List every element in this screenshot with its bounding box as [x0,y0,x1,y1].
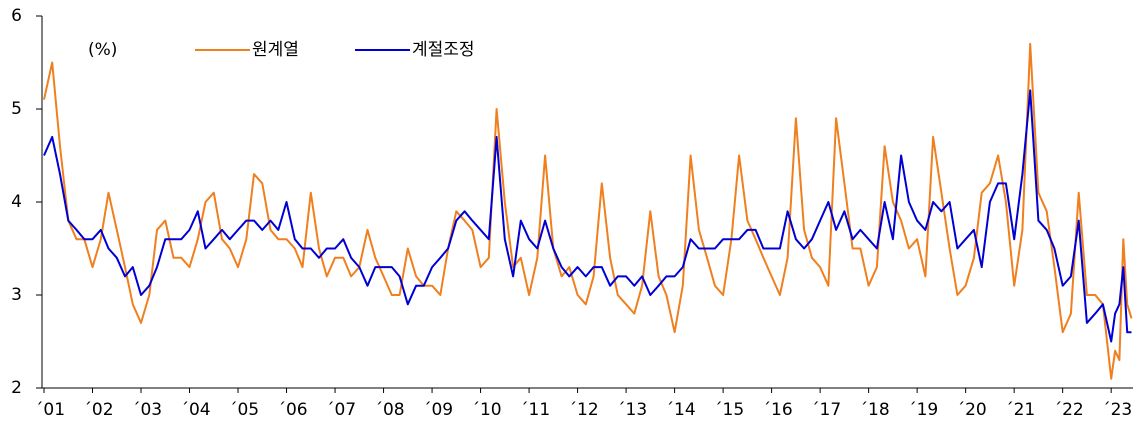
x-tick-label: ´23 [1102,400,1132,420]
x-tick-label: ´22 [1054,400,1084,420]
x-tick-label: ´14 [666,400,696,420]
x-tick-label: ´17 [811,400,841,420]
x-tick-label: ´12 [569,400,599,420]
x-tick-label: ´20 [957,400,987,420]
y-tick-label: 5 [11,99,22,119]
y-tick-label: 4 [11,192,22,212]
x-tick-label: ´18 [860,400,890,420]
y-tick-label: 6 [11,6,22,26]
x-tick-label: ´10 [471,400,501,420]
x-tick-label: ´08 [374,400,404,420]
x-tick-label: ´02 [83,400,113,420]
x-tick-label: ´03 [132,400,162,420]
x-tick-label: ´15 [714,400,744,420]
series-line [43,89,1132,343]
legend-label: 계절조정 [412,40,475,60]
x-tick-label: ´04 [180,400,210,420]
x-tick-label: ´01 [35,400,65,420]
x-tick-label: ´05 [229,400,259,420]
x-tick-label: ´19 [908,400,938,420]
unit-label: (%) [88,40,117,60]
series-line [43,42,1133,380]
x-tick-label: ´11 [520,400,550,420]
legend-label: 원계열 [252,40,299,60]
x-tick-label: ´09 [423,400,453,420]
x-tick-label: ´07 [326,400,356,420]
y-tick-label: 3 [11,285,22,305]
y-tick-label: 2 [11,378,22,398]
x-tick-label: ´21 [1005,400,1035,420]
x-tick-label: ´13 [617,400,647,420]
x-tick-label: ´16 [763,400,793,420]
x-tick-label: ´06 [277,400,307,420]
